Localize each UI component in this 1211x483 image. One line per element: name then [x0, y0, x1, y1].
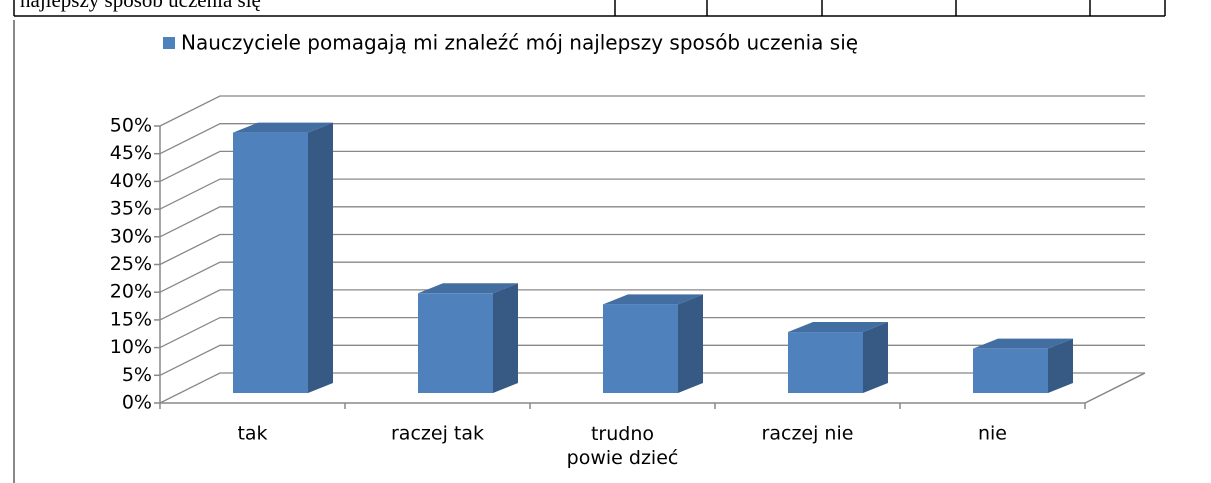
y-tick-label: 25% — [110, 253, 152, 275]
bar-side — [308, 122, 333, 394]
bar-top — [418, 283, 518, 294]
table-cell: najlepszy sposób uczenia się — [20, 0, 261, 12]
y-tick-label: 0% — [122, 392, 152, 414]
x-tick-label: raczej nie — [762, 423, 854, 445]
y-tick-label: 40% — [110, 170, 152, 192]
bar-top — [788, 322, 888, 333]
x-tick-label: tak — [237, 423, 267, 445]
x-tick-label: raczej tak — [391, 423, 484, 445]
bar — [788, 332, 863, 393]
x-tick-label: trudno powie dzieć — [567, 423, 679, 469]
bar-top — [233, 122, 333, 133]
y-tick-label: 10% — [110, 336, 152, 358]
bar — [418, 293, 493, 393]
bar-side — [863, 322, 888, 393]
grid-line — [159, 316, 1145, 349]
bar-top — [973, 338, 1073, 349]
bar — [603, 304, 678, 393]
grid-line — [159, 150, 1145, 182]
y-tick-label: 30% — [110, 225, 152, 247]
grid-line — [159, 95, 1145, 127]
grid-line — [159, 206, 1145, 238]
grid-line — [159, 178, 1145, 210]
y-tick-label: 5% — [122, 364, 152, 386]
y-tick-label: 45% — [110, 142, 152, 164]
bar-side — [678, 294, 703, 393]
y-tick-label: 50% — [110, 115, 152, 137]
bar — [233, 132, 308, 393]
y-tick-label: 15% — [110, 308, 152, 330]
legend-swatch — [163, 37, 175, 49]
y-tick-label: 35% — [110, 198, 152, 220]
grid-line — [159, 123, 1145, 155]
y-tick-label: 20% — [110, 281, 152, 303]
grid-line — [159, 233, 1145, 266]
table-fragment — [13, 0, 1166, 17]
bar-top — [603, 294, 703, 305]
grid-line — [159, 261, 1145, 293]
grid-line — [159, 289, 1145, 321]
x-tick-label: nie — [978, 423, 1007, 445]
bar — [973, 348, 1048, 393]
bar-side — [493, 283, 518, 393]
bar-side — [1048, 338, 1073, 393]
legend-label: Nauczyciele pomagają mi znaleźć mój najl… — [181, 31, 858, 55]
